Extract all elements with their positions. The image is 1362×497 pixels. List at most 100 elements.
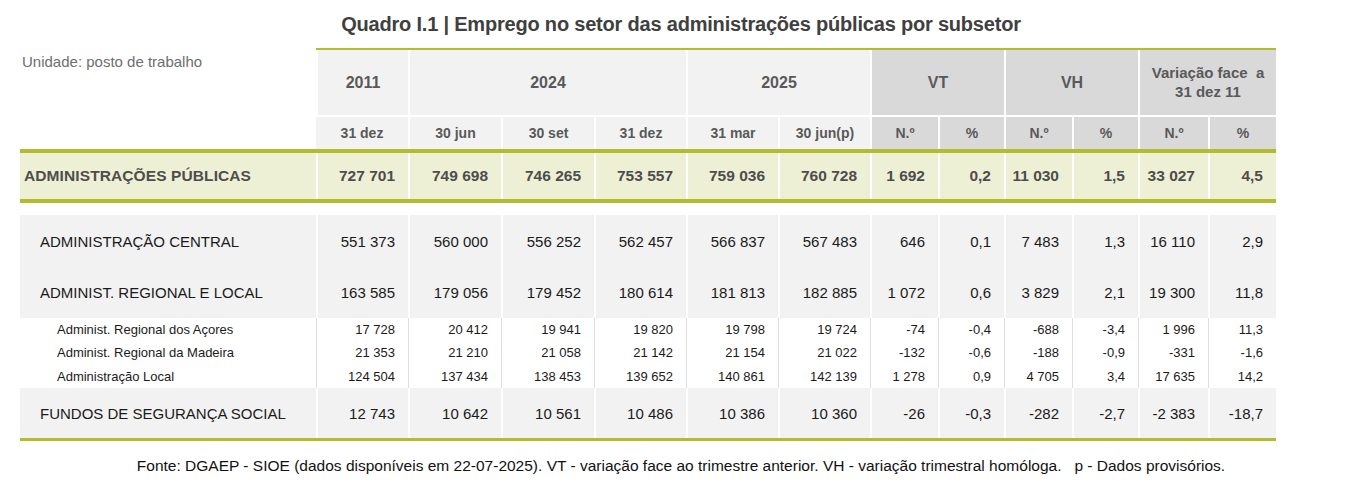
subheader-vt-pct: % — [938, 115, 1004, 149]
table-cell: 1 278 — [870, 364, 938, 388]
table-cell: -132 — [870, 341, 938, 364]
subheader-var-n: N.º — [1138, 115, 1208, 149]
table-cell: 124 504 — [316, 364, 408, 388]
table-cell: 21 353 — [316, 341, 408, 364]
table-cell: 753 557 — [594, 153, 686, 199]
table-cell: 0,6 — [938, 267, 1004, 318]
table-cell: 4 705 — [1004, 364, 1072, 388]
table-cell: 10 561 — [501, 388, 594, 438]
table-cell: 1 692 — [870, 153, 938, 199]
table-cell: 182 885 — [778, 267, 870, 318]
table-cell: 179 056 — [408, 267, 501, 318]
table-cell: 180 614 — [594, 267, 686, 318]
table-cell: 759 036 — [686, 153, 778, 199]
table-cell: 21 154 — [686, 341, 778, 364]
employment-table: Unidade: posto de trabalho 2011 2024 202… — [20, 48, 1276, 441]
table-cell: 562 457 — [594, 215, 686, 267]
table-cell: 1 072 — [870, 267, 938, 318]
unit-note-label: Unidade: posto de trabalho — [22, 53, 202, 70]
table-cell: 0,9 — [938, 364, 1004, 388]
table-cell: 551 373 — [316, 215, 408, 267]
subheader-vh-pct: % — [1072, 115, 1138, 149]
subheader-var-pct: % — [1208, 115, 1276, 149]
table-bottom-rule — [20, 438, 1276, 441]
table-cell: 140 861 — [686, 364, 778, 388]
row-label: Administração Local — [20, 364, 316, 388]
table-cell: 2,9 — [1208, 215, 1276, 267]
table-cell: -0,3 — [938, 388, 1004, 438]
highlight-bottom-rule — [20, 199, 1276, 203]
table-cell: -74 — [870, 318, 938, 341]
source-note: Fonte: DGAEP - SIOE (dados disponíveis e… — [0, 457, 1362, 475]
row-label: ADMINIST. REGIONAL E LOCAL — [20, 267, 316, 318]
table-title: Quadro I.1 | Emprego no setor das admini… — [0, 13, 1362, 36]
table-cell: 19 941 — [501, 318, 594, 341]
header-vh: VH — [1004, 50, 1138, 115]
table-cell: 749 698 — [408, 153, 501, 199]
table-cell: -0,9 — [1072, 341, 1138, 364]
table-cell: 21 058 — [501, 341, 594, 364]
table-cell: 137 434 — [408, 364, 501, 388]
subheader-30jun25: 30 jun(p) — [778, 115, 870, 149]
header-2024: 2024 — [408, 50, 686, 115]
table-cell: 4,5 — [1208, 153, 1276, 199]
table-cell: 179 452 — [501, 267, 594, 318]
table-cell: 11,3 — [1208, 318, 1276, 341]
subheader-31mar25: 31 mar — [686, 115, 778, 149]
table-cell: 566 837 — [686, 215, 778, 267]
subheader-30jun24: 30 jun — [408, 115, 501, 149]
table-cell: -2,7 — [1072, 388, 1138, 438]
table-cell: 760 728 — [778, 153, 870, 199]
row-label: ADMINISTRAÇÕES PÚBLICAS — [20, 153, 316, 199]
table-cell: 17 728 — [316, 318, 408, 341]
table-cell: 10 642 — [408, 388, 501, 438]
table-cell: 556 252 — [501, 215, 594, 267]
table-cell: 1,5 — [1072, 153, 1138, 199]
table-cell: 646 — [870, 215, 938, 267]
table-cell: 16 110 — [1138, 215, 1208, 267]
table-cell: -1,6 — [1208, 341, 1276, 364]
report-page: Quadro I.1 | Emprego no setor das admini… — [0, 0, 1362, 497]
table-cell: -331 — [1138, 341, 1208, 364]
row-label: Administ. Regional da Madeira — [20, 341, 316, 364]
table-cell: 746 265 — [501, 153, 594, 199]
table-cell: -2 383 — [1138, 388, 1208, 438]
table-cell: 142 139 — [778, 364, 870, 388]
table-cell: 10 360 — [778, 388, 870, 438]
row-label: ADMINISTRAÇÃO CENTRAL — [20, 215, 316, 267]
subheader-vh-n: N.º — [1004, 115, 1072, 149]
table-cell: 1,3 — [1072, 215, 1138, 267]
table-cell: -0,4 — [938, 318, 1004, 341]
table-cell: 1 996 — [1138, 318, 1208, 341]
table-cell: 11 030 — [1004, 153, 1072, 199]
table-cell: 567 483 — [778, 215, 870, 267]
table-cell: 138 453 — [501, 364, 594, 388]
table-cell: 0,1 — [938, 215, 1004, 267]
table-cell: 19 300 — [1138, 267, 1208, 318]
subheader-31dez11: 31 dez — [316, 115, 408, 149]
table-cell: 21 142 — [594, 341, 686, 364]
table-cell: -3,4 — [1072, 318, 1138, 341]
table-cell: 727 701 — [316, 153, 408, 199]
table-cell: 21 210 — [408, 341, 501, 364]
table-cell: 14,2 — [1208, 364, 1276, 388]
table-cell: 12 743 — [316, 388, 408, 438]
header-variacao: Variação face a 31 dez 11 — [1138, 50, 1276, 115]
table-cell: 19 724 — [778, 318, 870, 341]
table-cell: 19 798 — [686, 318, 778, 341]
table-cell: 163 585 — [316, 267, 408, 318]
row-label: FUNDOS DE SEGURANÇA SOCIAL — [20, 388, 316, 438]
table-cell: 2,1 — [1072, 267, 1138, 318]
table-cell: -282 — [1004, 388, 1072, 438]
table-cell: 21 022 — [778, 341, 870, 364]
table-cell: 560 000 — [408, 215, 501, 267]
table-cell: 19 820 — [594, 318, 686, 341]
subheader-31dez24: 31 dez — [594, 115, 686, 149]
table-cell: 139 652 — [594, 364, 686, 388]
subheader-vt-n: N.º — [870, 115, 938, 149]
table-cell: 0,2 — [938, 153, 1004, 199]
table-cell: 3,4 — [1072, 364, 1138, 388]
table-cell: -688 — [1004, 318, 1072, 341]
table-cell: 11,8 — [1208, 267, 1276, 318]
table-cell: -188 — [1004, 341, 1072, 364]
